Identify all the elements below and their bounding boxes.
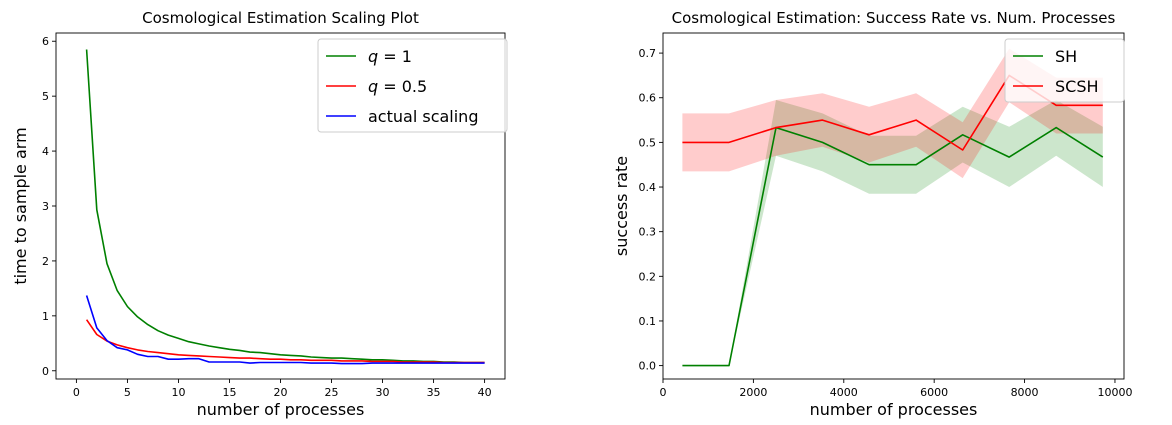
- legend: q = 1 q = 0.5 actual scaling: [317, 38, 508, 133]
- series-line-q-0-5: [85, 319, 485, 364]
- chart-2: 0 2000 4000 6000 8000 10000 0.0 0.1 0.2 0.3 0.4 0.5…: [612, 9, 1132, 419]
- y-axis-label: time to sample arm: [11, 127, 30, 284]
- legend: SH SCSH: [1004, 38, 1125, 103]
- chart-1: 0 5 10 15 20 25 30 35 40 0 1 2 3 4 5 6 Cosmological Esti…: [11, 9, 508, 419]
- legend-label: SH: [1055, 47, 1077, 66]
- x-tick-label: 2000: [739, 386, 767, 399]
- y-tick-label: 0.3: [639, 226, 657, 239]
- series-line-actual-scaling: [85, 295, 485, 365]
- legend-box: [317, 38, 508, 133]
- y-tick-label: 0.0: [639, 360, 657, 373]
- x-tick-label: 20: [274, 386, 288, 399]
- y-tick-label: 3: [42, 200, 49, 213]
- legend-label: actual scaling: [368, 107, 478, 126]
- plot-frame: [662, 32, 1125, 380]
- band-sh: [682, 100, 1103, 366]
- legend-label: q = 1: [368, 47, 412, 66]
- x-tick-label: 40: [478, 386, 492, 399]
- x-tick-label: 8000: [1011, 386, 1039, 399]
- x-tick-label: 25: [325, 386, 339, 399]
- x-tick-label: 6000: [920, 386, 948, 399]
- series-line-sh: [682, 126, 1104, 367]
- y-tick-label: 0.5: [639, 136, 657, 149]
- legend-label: SCSH: [1055, 77, 1099, 96]
- legend-label: q = 0.5: [368, 77, 427, 96]
- y-tick-label: 0.7: [639, 47, 657, 60]
- x-tick-label: 4000: [830, 386, 858, 399]
- x-axis-label: number of processes: [810, 400, 978, 419]
- y-tick-label: 0.6: [639, 92, 657, 105]
- chart-title: Cosmological Estimation Scaling Plot: [142, 9, 419, 27]
- y-tick-label: 0: [42, 365, 49, 378]
- y-tick-label: 2: [42, 255, 49, 268]
- series-line-q-1: [85, 49, 485, 364]
- chart-title: Cosmological Estimation: Success Rate vs…: [672, 9, 1116, 27]
- y-tick-label: 1: [42, 310, 49, 323]
- y-tick-label: 0.1: [639, 315, 657, 328]
- x-tick-label: 10: [171, 386, 185, 399]
- x-tick-label: 10000: [1097, 386, 1132, 399]
- y-axis-label: success rate: [612, 156, 631, 256]
- x-tick-label: 5: [124, 386, 131, 399]
- y-tick-label: 6: [42, 35, 49, 48]
- y-tick-label: 4: [42, 145, 49, 158]
- x-tick-label: 35: [427, 386, 441, 399]
- x-tick-label: 0: [660, 386, 667, 399]
- band-scsh: [682, 48, 1103, 179]
- x-tick-label: 30: [376, 386, 390, 399]
- x-tick-label: 0: [73, 386, 80, 399]
- y-tick-label: 5: [42, 90, 49, 103]
- y-tick-label: 0.2: [639, 270, 657, 283]
- x-tick-label: 15: [222, 386, 236, 399]
- y-tick-label: 0.4: [639, 181, 657, 194]
- x-axis-label: number of processes: [197, 400, 365, 419]
